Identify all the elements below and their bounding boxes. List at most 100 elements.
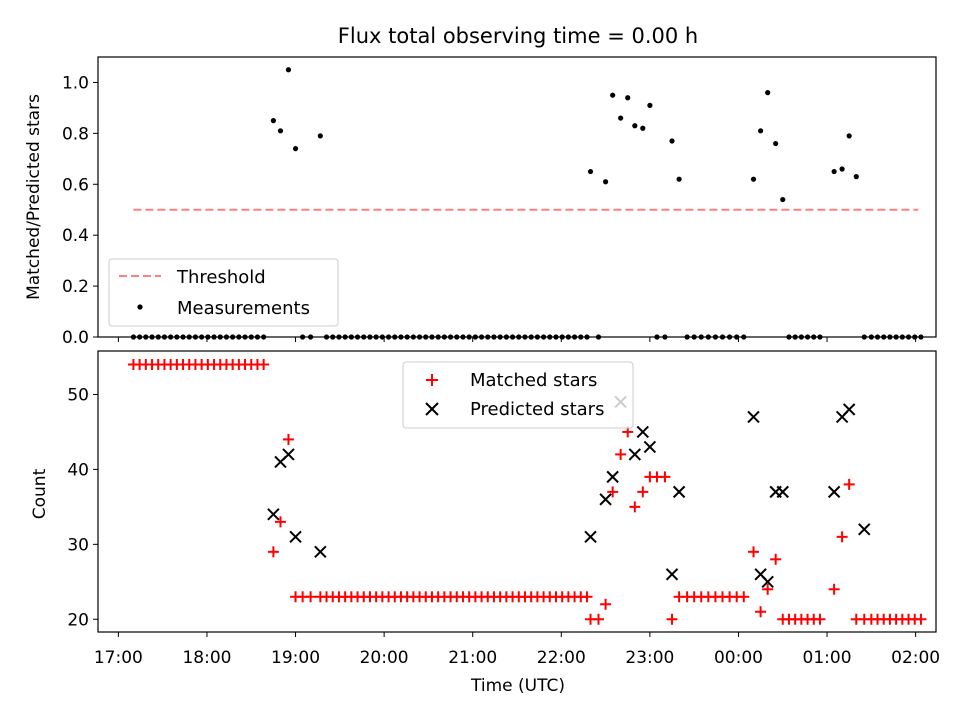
measurements-legend-label: Measurements [177, 298, 310, 319]
matched-star-point [755, 606, 767, 618]
matched-legend-label: Matched stars [470, 370, 597, 391]
predicted-star-point [599, 493, 612, 506]
predicted-star-point [827, 485, 841, 499]
matched-star-point [581, 591, 593, 603]
measurement-point [758, 128, 764, 134]
matched-star-point [836, 531, 848, 543]
ratio-y-tick-label: 0.8 [62, 124, 89, 144]
time-x-tick-label: 17:00 [94, 648, 143, 668]
measurement-point [602, 179, 609, 185]
time-axis-label: Time (UTC) [470, 676, 565, 696]
predicted-star-point [776, 485, 789, 499]
time-x-tick-label: 00:00 [714, 648, 763, 668]
ratio-y-tick-label: 0.0 [62, 328, 89, 348]
measurement-point [780, 196, 786, 203]
time-x-tick-label: 18:00 [182, 648, 231, 668]
measurement-point [317, 133, 323, 139]
time-x-tick-label: 23:00 [625, 648, 674, 668]
measurement-point [765, 90, 771, 96]
predicted-star-point [282, 448, 295, 461]
time-x-tick-label: 19:00 [271, 648, 320, 668]
ratio-x-ticks [117, 337, 917, 342]
ratio-panel: 0.0 0.2 0.4 0.6 0.8 1.0 Matched/Predicted sta… [24, 56, 937, 348]
ratio-axes-frame [97, 56, 937, 338]
count-y-tick-label: 40 [67, 460, 89, 480]
measurement-point [292, 146, 299, 152]
matched-star-point [659, 471, 671, 483]
matched-star-point [748, 546, 760, 558]
measurement-point [610, 92, 616, 98]
measurement-point [839, 166, 845, 172]
predicted-star-point [314, 545, 327, 559]
predicted-star-point [267, 508, 280, 521]
measurement-point [632, 123, 638, 129]
count-legend: Matched stars Predicted stars [402, 361, 634, 429]
predicted-star-point [761, 575, 774, 589]
ratio-legend: Threshold Measurements [108, 258, 339, 327]
count-legend-frame [402, 361, 634, 429]
ratio-y-tick-label: 0.6 [62, 175, 89, 195]
measurement-point [831, 168, 837, 175]
ratio-y-tick-label: 0.2 [62, 277, 89, 297]
chart-title: Flux total observing time = 0.00 h [338, 24, 698, 48]
measurement-point [285, 67, 292, 73]
matched-star-point [607, 486, 619, 498]
matched-star-point [828, 583, 840, 595]
matched-star-point [762, 583, 774, 595]
predicted-legend-label: Predicted stars [470, 399, 604, 420]
measurement-point [669, 138, 675, 144]
measurement-point [587, 168, 594, 175]
ratio-marks [130, 67, 924, 340]
measurement-point [618, 115, 624, 121]
matched-star-point [282, 433, 294, 445]
matched-star-point [629, 501, 641, 513]
measurement-point [625, 95, 631, 101]
time-x-tick-label: 22:00 [537, 648, 586, 668]
predicted-star-point [643, 440, 657, 454]
count-panel: 20 30 40 50 17:00 18:00 19:00 20:00 21:00 22:00 2… [30, 350, 940, 696]
measurement-point [846, 133, 852, 139]
predicted-star-point [289, 530, 302, 544]
predicted-star-point [628, 448, 642, 461]
measurement-point [676, 176, 682, 182]
measurement-point [277, 128, 284, 134]
matched-star-point [305, 591, 317, 603]
matched-star-point [274, 516, 286, 528]
count-y-axis-label: Count [30, 468, 50, 519]
count-y-tick-label: 50 [67, 385, 89, 405]
ratio-y-tick-label: 1.0 [62, 73, 89, 93]
predicted-star-point [842, 403, 856, 416]
predicted-star-point [747, 410, 760, 424]
predicted-star-point [606, 470, 619, 484]
matched-star-point [637, 486, 649, 498]
predicted-star-point [858, 523, 871, 536]
matched-star-point [770, 553, 782, 565]
predicted-star-point [672, 485, 686, 499]
predicted-star-point [584, 530, 597, 544]
ratio-y-tick-label: 0.4 [62, 226, 89, 246]
matched-star-point [600, 598, 612, 610]
predicted-star-point [665, 568, 679, 581]
measurement-point [750, 176, 757, 182]
count-y-ticks: 20 30 40 50 [67, 385, 98, 630]
count-y-tick-label: 20 [67, 610, 89, 630]
matched-star-point [615, 448, 627, 460]
measurement-point [640, 125, 646, 131]
time-x-tick-label: 20:00 [360, 648, 409, 668]
count-x-ticks: 17:00 18:00 19:00 20:00 21:00 22:00 23:00 00:00… [94, 632, 940, 668]
matched-star-point [592, 613, 604, 625]
matched-star-point [814, 613, 826, 625]
matched-star-point [843, 478, 855, 490]
measurements-legend-marker [137, 304, 143, 310]
ratio-y-axis-label: Matched/Predicted stars [24, 94, 44, 300]
ratio-legend-frame [108, 258, 339, 327]
matched-star-point [267, 546, 279, 558]
count-axes-frame [97, 350, 937, 633]
measurement-point [647, 102, 653, 108]
matched-star-point [738, 591, 750, 603]
matched-legend-marker [426, 374, 438, 386]
matched-star-point [915, 613, 927, 625]
count-y-tick-label: 30 [67, 535, 89, 555]
threshold-legend-label: Threshold [176, 267, 266, 288]
